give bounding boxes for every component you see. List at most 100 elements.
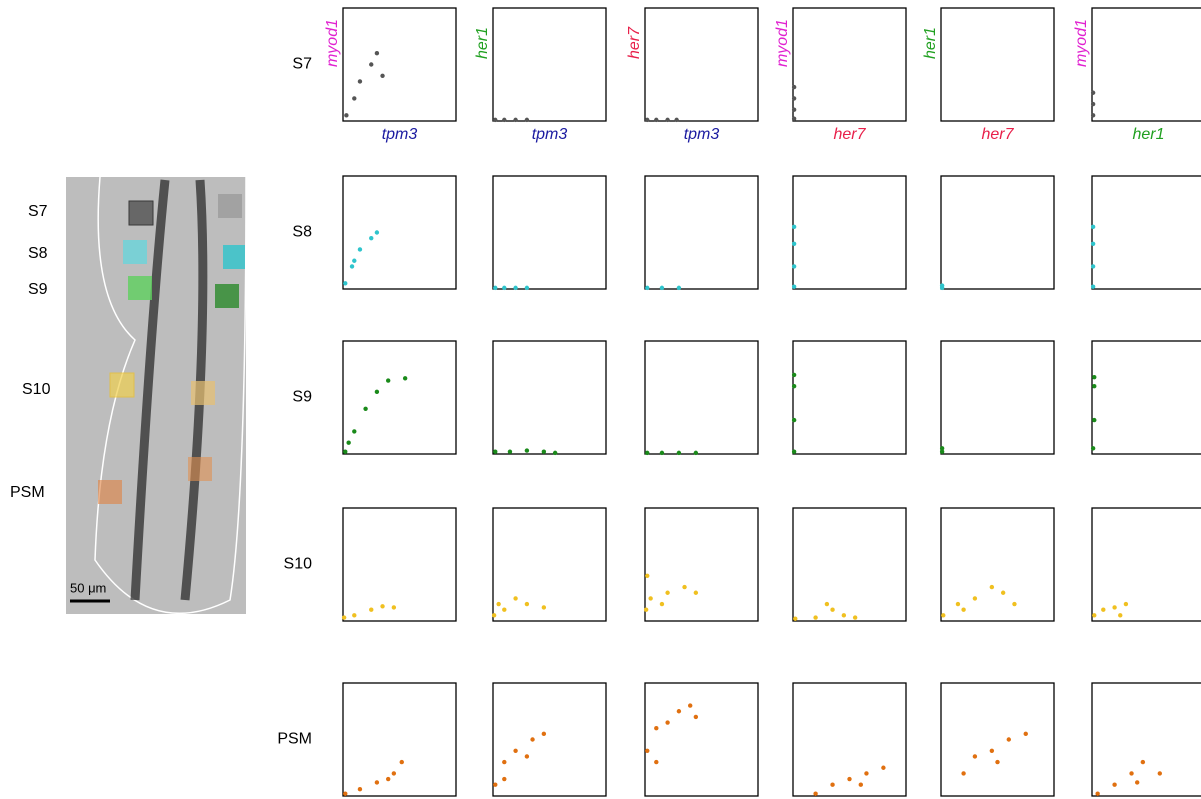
point [972,754,978,759]
x-axis-label: her1 [1132,126,1164,143]
point [524,285,530,291]
panel-frame [492,7,607,122]
point [791,224,797,230]
point [369,235,374,241]
point [791,417,797,423]
point [399,759,404,765]
point [380,604,385,609]
point [847,776,852,782]
panel-frame [940,175,1055,290]
point [791,372,797,378]
point [654,117,659,123]
panel-frame [1091,340,1201,455]
point [665,590,670,595]
point [1090,224,1096,230]
point [513,748,518,753]
point [648,596,653,601]
point [939,449,945,454]
point [491,613,497,618]
point [659,601,665,607]
y-axis-label: her1 [474,27,491,59]
roi [128,200,154,226]
point [374,230,380,235]
point [402,376,408,381]
point [645,748,650,753]
point [645,450,650,456]
point [357,247,363,252]
point [1000,590,1006,595]
point [369,62,374,67]
point [349,264,355,269]
point [513,117,518,123]
point [654,759,659,765]
point [1012,601,1017,607]
point [791,107,797,112]
point [676,285,682,291]
point [1135,780,1140,785]
point [1092,384,1097,389]
x-axis-label: tpm3 [532,126,568,143]
point [841,613,847,618]
point [813,615,818,620]
point [791,96,797,101]
point [344,113,349,118]
point [1090,241,1096,246]
point [791,84,797,90]
point [1090,284,1096,289]
point [645,117,650,123]
point [374,780,380,785]
panel-frame [492,507,607,622]
panel-frame [1091,507,1201,622]
point [659,285,665,291]
roi [109,372,135,398]
panel-frame [342,507,457,622]
point [1090,101,1096,107]
point [541,731,547,737]
point [357,79,363,84]
point [674,117,679,123]
point [352,429,357,434]
point [1090,264,1096,269]
point [972,596,978,601]
roi [218,194,242,218]
point [524,448,530,453]
panel-frame [1091,7,1201,122]
point [513,596,518,601]
roi [223,245,245,269]
y-axis-label: her7 [626,26,643,59]
point [665,720,670,725]
point [357,787,363,792]
y-axis-label: myod1 [324,19,341,67]
roi-label: PSM [10,484,45,501]
roi [191,381,215,405]
point [502,776,507,782]
panel-frame [342,340,457,455]
panel-frame [342,175,457,290]
panel-frame [940,507,1055,622]
point [1090,90,1096,95]
point [941,613,946,618]
panel-frame [940,7,1055,122]
y-axis-label: myod1 [774,19,791,67]
point [939,446,945,451]
point [380,73,385,79]
point [502,117,507,123]
point [507,449,513,454]
panel-frame [940,682,1055,797]
point [524,754,530,759]
point [352,96,357,101]
point [369,607,374,612]
panel-frame [1091,175,1201,290]
row-label: S7 [292,56,312,73]
x-axis-label: tpm3 [684,126,720,143]
point [791,264,797,269]
x-axis-label: tpm3 [382,126,418,143]
roi [123,240,147,264]
panel-frame [644,175,759,290]
point [343,281,348,286]
row-label: S9 [292,389,312,406]
point [513,285,518,291]
roi [128,276,152,300]
point [1101,607,1106,612]
point [682,584,687,590]
